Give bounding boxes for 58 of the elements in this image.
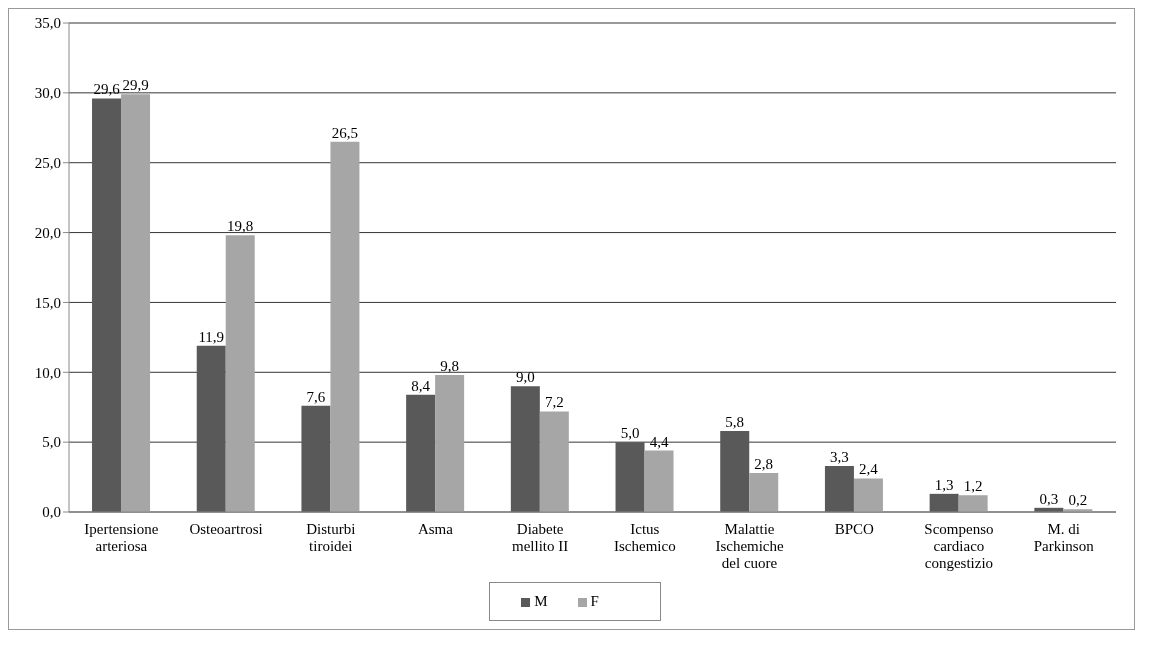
- data-label: 19,8: [227, 218, 254, 235]
- legend-label: M: [534, 593, 548, 609]
- x-tick-label: M. di Parkinson: [1033, 521, 1095, 554]
- bar: [958, 495, 988, 512]
- x-tick-label: Osteoartrosi: [189, 521, 263, 537]
- bar: [720, 430, 750, 512]
- y-tick-label: 30,0: [34, 85, 61, 102]
- bar: [225, 235, 255, 512]
- bar: [539, 411, 569, 512]
- bar: [406, 394, 436, 512]
- bar: [196, 345, 226, 512]
- y-tick-label: 10,0: [34, 364, 61, 381]
- data-label: 2,4: [859, 461, 879, 478]
- data-label: 9,0: [515, 369, 535, 386]
- x-tick-label: Ipertensione arteriosa: [84, 521, 159, 554]
- data-label: 5,8: [725, 413, 745, 430]
- y-tick-label: 35,0: [34, 15, 61, 32]
- data-label: 11,9: [198, 328, 225, 345]
- data-label: 0,3: [1039, 490, 1059, 507]
- x-tick-label: BPCO: [834, 521, 875, 537]
- data-label: 29,9: [122, 77, 149, 94]
- bar: [615, 442, 645, 512]
- data-label: 29,6: [93, 81, 121, 98]
- x-tick-label: Asma: [417, 521, 454, 537]
- bar: [92, 98, 122, 512]
- data-label: 0,2: [1068, 492, 1088, 509]
- legend-label: F: [590, 593, 599, 609]
- data-label: 1,3: [934, 476, 954, 493]
- y-tick-label: 0,0: [42, 504, 61, 521]
- bar: [435, 375, 465, 512]
- data-label: 8,4: [411, 377, 431, 394]
- data-label: 4,4: [649, 433, 669, 450]
- bar: [644, 450, 674, 512]
- y-tick-label: 15,0: [34, 294, 61, 311]
- data-label: 1,2: [963, 478, 983, 495]
- y-tick-label: 5,0: [42, 434, 61, 451]
- bar: [301, 405, 331, 512]
- x-tick-label: Disturbi tiroidei: [306, 521, 356, 554]
- y-tick-label: 25,0: [34, 155, 61, 172]
- x-tick-label: Ictus Ischemico: [614, 521, 676, 554]
- bar: [749, 472, 779, 512]
- x-tick-label: Scompenso cardiaco congestizio: [924, 521, 994, 571]
- data-label: 7,6: [306, 388, 326, 405]
- bar: [121, 94, 151, 512]
- data-label: 3,3: [830, 448, 849, 465]
- bar: [330, 141, 360, 512]
- data-label: 26,5: [331, 124, 359, 141]
- x-tick-label: Diabete mellito II: [512, 521, 569, 554]
- data-label: 2,8: [754, 455, 774, 472]
- data-label: 7,2: [544, 394, 564, 411]
- bar: [853, 478, 883, 512]
- data-label: 9,8: [440, 358, 460, 375]
- bar: [824, 465, 854, 512]
- bar: [510, 386, 540, 512]
- bar: [929, 493, 959, 512]
- y-tick-label: 20,0: [34, 224, 61, 241]
- x-tick-label: Malattie Ischemiche del cuore: [715, 521, 785, 571]
- data-label: 5,0: [620, 425, 640, 442]
